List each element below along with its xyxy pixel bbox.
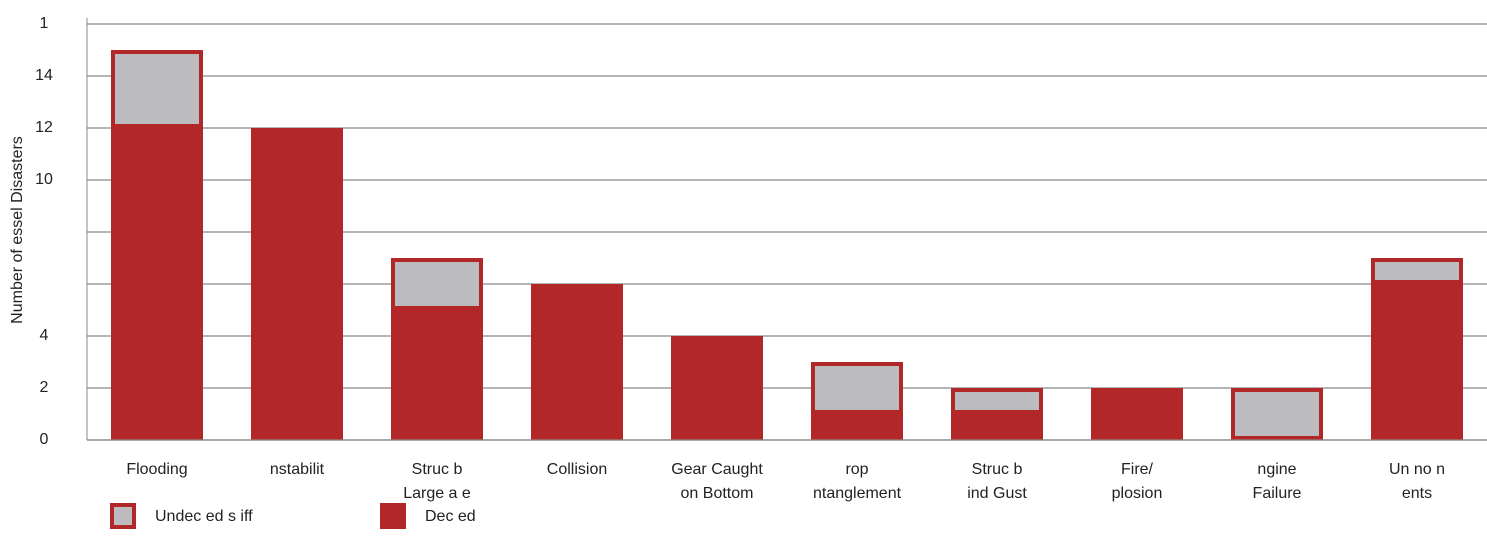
bar-segment: [951, 388, 1043, 414]
y-tick-label: 0: [40, 431, 49, 448]
legend-label: Dec ed: [425, 508, 476, 525]
x-tick-label: Struc b ind Gust: [967, 461, 1027, 502]
bar-segment: [531, 284, 623, 440]
x-tick-label: nstabilit: [269, 461, 325, 478]
x-tick-label: Struc b Large a e: [403, 461, 471, 502]
x-tick-label: Fire/ plosion: [1111, 461, 1163, 502]
bar-segment: [811, 414, 903, 440]
bar-segment: [951, 414, 1043, 440]
x-tick-label: Collision: [546, 461, 608, 478]
legend-swatch: [380, 503, 406, 529]
y-tick-label: 12: [35, 119, 53, 136]
bar-segment: [391, 310, 483, 440]
y-axis-label: Number of essel Disasters: [9, 136, 26, 324]
x-tick-label: Flooding: [126, 461, 188, 478]
bar-segment: [391, 258, 483, 310]
bar-segment: [671, 336, 763, 440]
bar-segment: [1231, 388, 1323, 440]
bar-segment: [111, 128, 203, 440]
x-tick-label: ngine Failure: [1252, 461, 1302, 502]
bar-segment: [1091, 388, 1183, 440]
x-tick-label: rop ntanglement: [812, 461, 902, 502]
y-tick-label: 4: [40, 327, 49, 344]
bar-segment: [251, 128, 343, 440]
y-tick-label: 10: [35, 171, 53, 188]
y-tick-label: 1: [40, 15, 49, 32]
x-tick-label: Gear Caught on Bottom: [671, 461, 763, 502]
legend-label: Undec ed s iff: [155, 508, 253, 525]
bar-segment: [1371, 258, 1463, 284]
bar-segment: [1371, 284, 1463, 440]
legend-swatch: [110, 503, 136, 529]
x-tick-label: Un no n ents: [1388, 461, 1446, 502]
y-tick-label: 2: [40, 379, 49, 396]
bar-segment: [111, 50, 203, 128]
y-tick-label: 14: [35, 67, 53, 84]
bar-segment: [811, 362, 903, 414]
